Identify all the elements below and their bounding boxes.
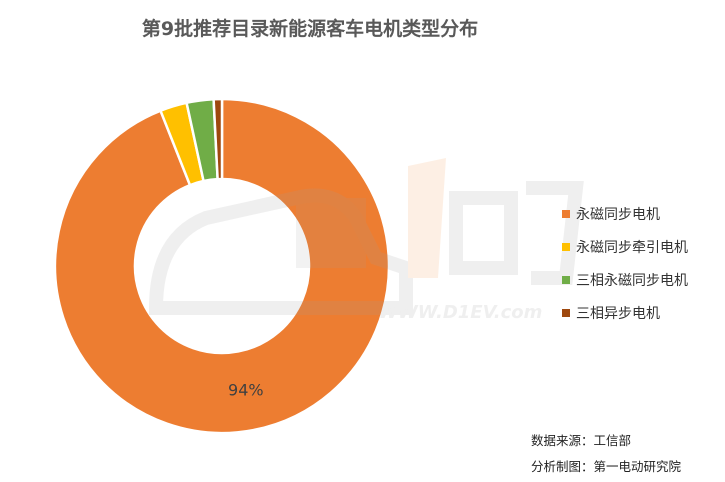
donut-slice [212, 97, 224, 181]
donut-data-label: 94% [228, 380, 264, 399]
data-source-text: 数据来源：工信部 [531, 433, 632, 448]
legend-item: 三相永磁同步电机 [562, 269, 688, 291]
chart-maker-text: 分析制图：第一电动研究院 [531, 459, 682, 474]
legend-item: 永磁同步电机 [562, 203, 688, 225]
legend-label: 三相永磁同步电机 [576, 273, 688, 289]
chart-title: 第9批推荐目录新能源客车电机类型分布 [141, 18, 479, 40]
legend-item: 三相异步电机 [562, 302, 688, 324]
legend-item: 永磁同步牵引电机 [562, 236, 688, 258]
legend-swatch [562, 309, 570, 317]
chart-legend: 永磁同步电机 永磁同步牵引电机 三相永磁同步电机 三相异步电机 [562, 203, 688, 335]
legend-label: 永磁同步牵引电机 [576, 240, 688, 256]
legend-swatch [562, 210, 570, 218]
legend-swatch [562, 243, 570, 251]
source-note: 数据来源：工信部 分析制图：第一电动研究院 [531, 428, 681, 480]
legend-swatch [562, 276, 570, 284]
legend-label: 永磁同步电机 [576, 207, 660, 223]
donut-data-labels: 94% [228, 380, 264, 399]
donut-slices [53, 97, 391, 435]
donut-slice [53, 97, 391, 435]
legend-label: 三相异步电机 [576, 306, 660, 322]
